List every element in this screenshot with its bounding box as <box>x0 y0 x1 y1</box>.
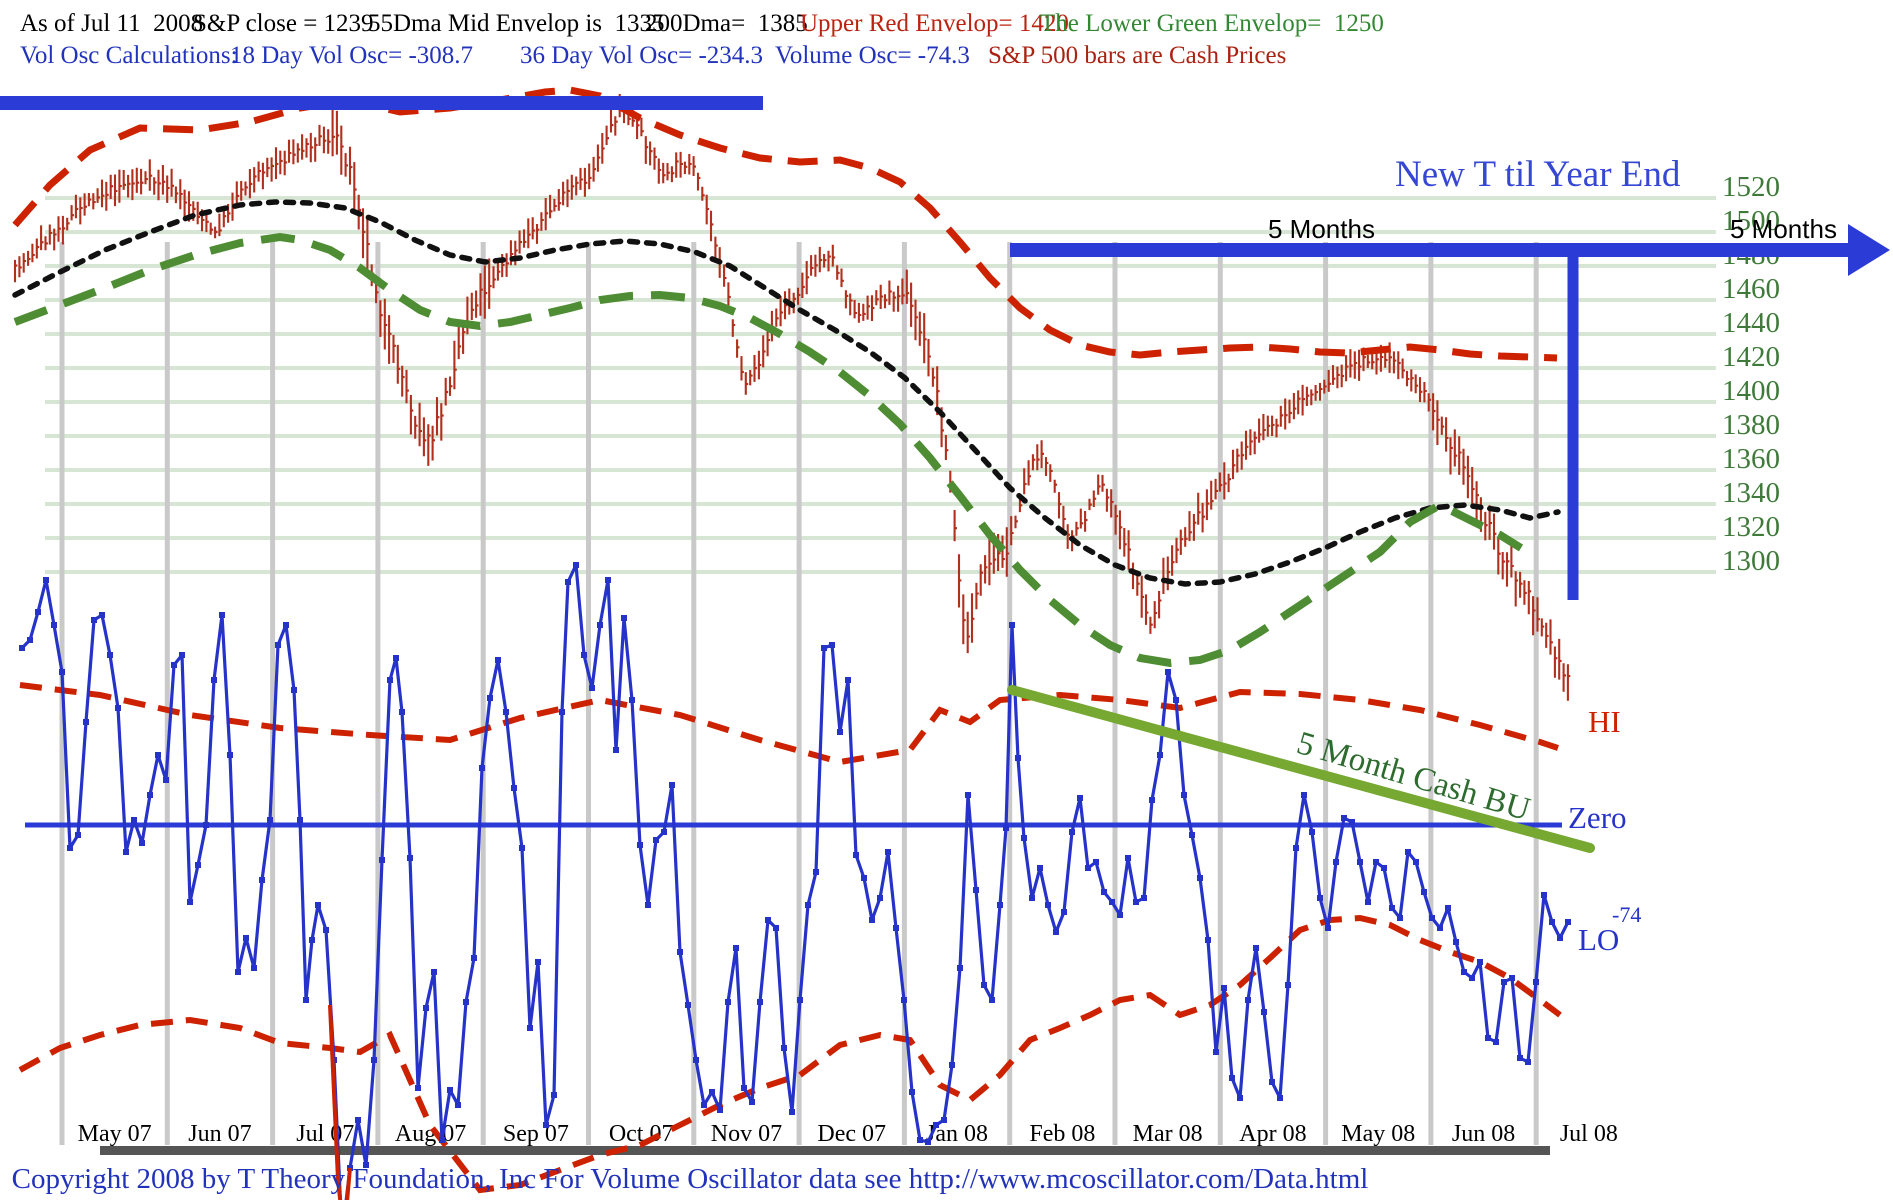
price-axis-label: 1360 <box>1722 443 1780 475</box>
price-axis-label: 1440 <box>1722 307 1780 339</box>
month-label: Jul 07 <box>296 1121 354 1147</box>
new-t-arrow-shaft <box>1010 243 1848 257</box>
header-text-dma55: 55Dma Mid Envelop is 1335 <box>368 10 665 37</box>
lo-label: LO <box>1578 922 1619 957</box>
month-label: Jul 08 <box>1560 1121 1618 1147</box>
month-label: Jun 07 <box>188 1121 251 1147</box>
volume-oscillator-markers <box>19 562 1571 1171</box>
x-axis-bar <box>100 1146 1550 1155</box>
top-left-blue-bar <box>0 96 763 110</box>
month-label: Jun 08 <box>1452 1121 1515 1147</box>
new-t-arrow-head <box>1848 224 1890 276</box>
mid-dma-line <box>12 199 1561 587</box>
price-axis-label: 1380 <box>1722 409 1780 441</box>
month-label: Nov 07 <box>711 1121 782 1147</box>
month-label: Feb 08 <box>1029 1121 1095 1147</box>
copyright-text: Copyright 2008 by T Theory Foundation, I… <box>12 1163 1369 1195</box>
header-text-volosc: Volume Osc= -74.3 <box>775 42 970 69</box>
zero-label: Zero <box>1568 800 1627 835</box>
header-text-as-of: As of Jul 11 2008 <box>20 10 204 37</box>
osc-red-plunge-segment <box>328 1004 352 1200</box>
lower-envelope-line <box>13 232 1524 668</box>
volume-oscillator-line <box>20 563 1570 1200</box>
price-bars <box>13 94 1571 701</box>
month-label: Dec 07 <box>817 1121 886 1147</box>
price-axis-label: 1500 <box>1722 205 1780 237</box>
price-axis-label: 1460 <box>1722 273 1780 305</box>
price-axis-label: 1400 <box>1722 375 1780 407</box>
osc-lo-band <box>18 914 1562 1194</box>
header-text-upper-env: Upper Red Envelop= 1420 <box>800 10 1069 37</box>
header-text-vol18: 18 Day Vol Osc= -308.7 <box>230 42 474 69</box>
hi-label: HI <box>1588 704 1621 739</box>
header-text-lower-env: The Lower Green Envelop= 1250 <box>1040 10 1384 37</box>
header-text-vol-calc: Vol Osc Calculations: <box>20 42 238 69</box>
price-axis-label: 1320 <box>1722 511 1780 543</box>
month-label: Aug 07 <box>395 1121 466 1147</box>
price-axis-label: 1340 <box>1722 477 1780 509</box>
header-text-dma200: 200Dma= 1385 <box>645 10 808 37</box>
osc-hi-band <box>19 682 1559 766</box>
month-label: Apr 08 <box>1239 1121 1306 1147</box>
month-label: Mar 08 <box>1133 1121 1203 1147</box>
month-label: May 08 <box>1341 1121 1415 1147</box>
cash-bu-trendline <box>1007 685 1595 853</box>
five_months_2-label: 5 Months <box>1730 214 1837 244</box>
price-axis-label: 1520 <box>1722 171 1780 203</box>
header-text-vol36: 36 Day Vol Osc= -234.3 <box>520 42 764 69</box>
five_months_1-label: 5 Months <box>1268 214 1375 244</box>
month-label: Sep 07 <box>503 1121 569 1147</box>
price-axis-label: 1300 <box>1722 545 1780 577</box>
lo_sup-label: -74 <box>1612 902 1641 927</box>
header-text-sp-close: S&P close = 1239 <box>193 10 374 37</box>
new_t-label: New T til Year End <box>1395 154 1681 195</box>
header-text-cash-note: S&P 500 bars are Cash Prices <box>988 42 1287 69</box>
price-axis-label: 1420 <box>1722 341 1780 373</box>
month-label: May 07 <box>78 1121 152 1147</box>
